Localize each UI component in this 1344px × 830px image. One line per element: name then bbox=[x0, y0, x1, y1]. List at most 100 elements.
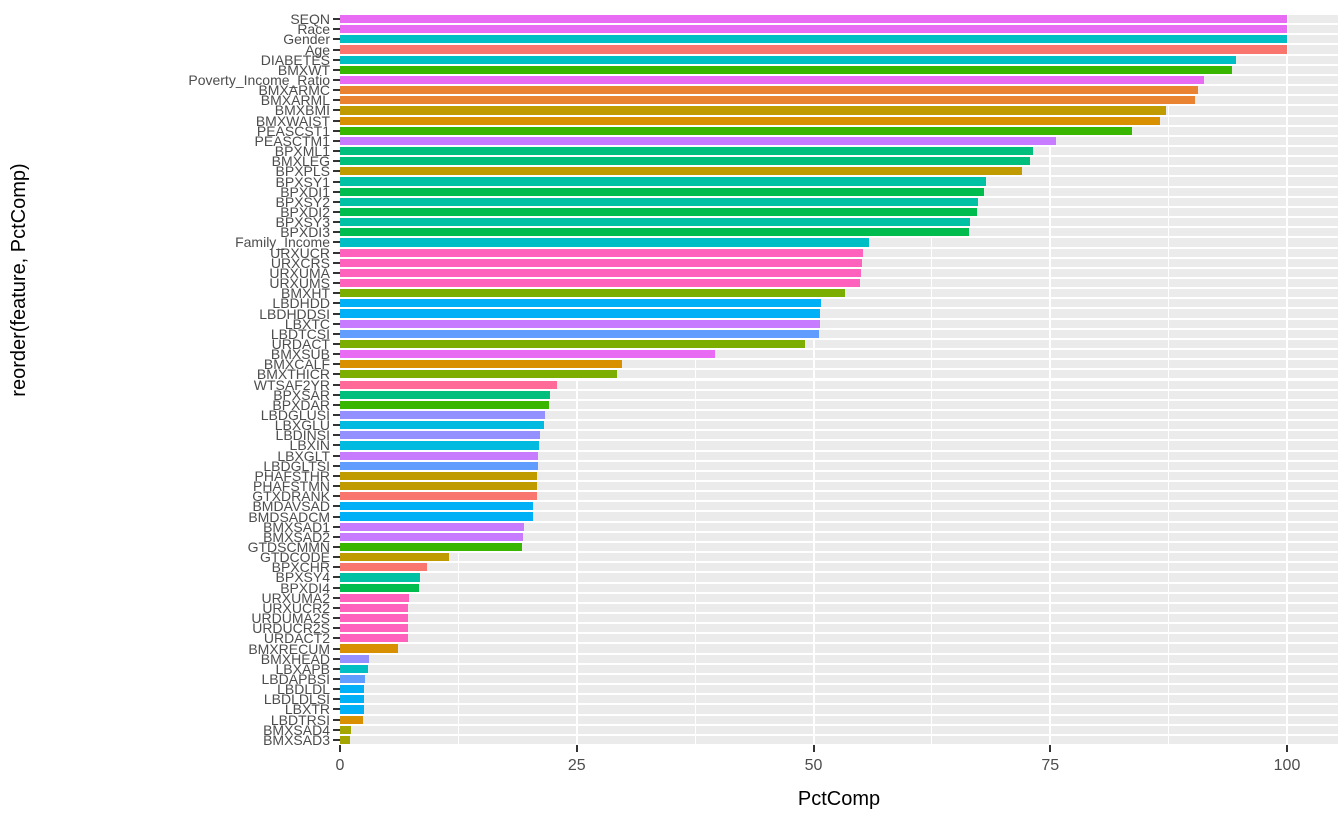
y-tick-mark bbox=[333, 403, 340, 406]
y-tick-label: BMXTHICR bbox=[256, 366, 330, 383]
x-tick-mark bbox=[1286, 745, 1288, 752]
y-tick-label: URXUMA bbox=[269, 264, 330, 281]
y-tick-mark bbox=[333, 160, 340, 163]
y-tick-mark bbox=[333, 322, 340, 325]
y-tick-mark bbox=[333, 241, 340, 244]
y-tick-label: URDUCR2S bbox=[252, 620, 330, 637]
panel-stripe bbox=[340, 573, 1338, 582]
y-tick-label: BPXDAR bbox=[272, 396, 330, 413]
y-tick-mark bbox=[333, 495, 340, 498]
y-tick-label: Gender bbox=[283, 31, 330, 48]
bar bbox=[340, 45, 1287, 54]
panel-stripe bbox=[340, 685, 1338, 694]
panel-stripe bbox=[340, 634, 1338, 643]
y-tick-label: BMXSAD2 bbox=[263, 528, 330, 545]
panel-stripe bbox=[340, 593, 1338, 602]
bar bbox=[340, 654, 370, 663]
y-tick-label: LBDGLTSI bbox=[263, 457, 330, 474]
bar bbox=[340, 86, 1198, 95]
y-tick-label: BMXARMC bbox=[258, 82, 330, 99]
x-tick-label: 25 bbox=[567, 757, 586, 774]
y-tick-mark bbox=[333, 576, 340, 579]
y-tick-mark bbox=[333, 586, 340, 589]
y-tick-mark bbox=[333, 109, 340, 112]
panel-stripe bbox=[340, 451, 1338, 460]
panel-stripe bbox=[340, 309, 1338, 318]
y-tick-mark bbox=[333, 434, 340, 437]
bar bbox=[340, 35, 1287, 44]
y-tick-label: URXUCR2 bbox=[262, 599, 330, 616]
y-tick-mark bbox=[333, 292, 340, 295]
y-tick-mark bbox=[333, 515, 340, 518]
y-tick-mark bbox=[333, 373, 340, 376]
y-tick-mark bbox=[333, 728, 340, 731]
y-tick-mark bbox=[333, 68, 340, 71]
y-tick-mark bbox=[333, 28, 340, 31]
y-tick-mark bbox=[333, 18, 340, 21]
y-tick-mark bbox=[333, 48, 340, 51]
y-tick-mark bbox=[333, 688, 340, 691]
y-tick-label: BPXPLS bbox=[275, 163, 330, 180]
y-tick-label: URDACT bbox=[271, 335, 330, 352]
y-tick-label: URXUCR bbox=[270, 244, 330, 261]
y-tick-mark bbox=[333, 393, 340, 396]
minor-gridline bbox=[931, 14, 933, 745]
bar bbox=[340, 207, 978, 217]
minor-gridline bbox=[457, 14, 459, 745]
y-tick-mark bbox=[333, 606, 340, 609]
bar bbox=[340, 309, 821, 318]
y-tick-mark bbox=[333, 170, 340, 173]
y-tick-label: PHAFSTMN bbox=[253, 478, 330, 495]
y-tick-label: Age bbox=[305, 41, 330, 58]
bar bbox=[340, 268, 861, 277]
panel-stripe bbox=[340, 441, 1338, 450]
bar bbox=[340, 400, 550, 409]
y-tick-mark bbox=[333, 535, 340, 538]
y-tick-label: LBDHDD bbox=[272, 295, 330, 312]
y-tick-label: URXUMA2 bbox=[261, 589, 330, 606]
y-tick-mark bbox=[333, 698, 340, 701]
bar bbox=[340, 25, 1287, 34]
y-tick-label: BPXDI2 bbox=[280, 203, 330, 220]
bar bbox=[340, 735, 351, 744]
y-tick-mark bbox=[333, 78, 340, 81]
bar bbox=[340, 15, 1287, 24]
bar bbox=[340, 482, 537, 491]
bar bbox=[340, 492, 537, 501]
x-tick-mark bbox=[339, 745, 341, 752]
panel-stripe bbox=[340, 471, 1338, 481]
bar bbox=[340, 705, 364, 714]
y-tick-mark bbox=[333, 38, 340, 41]
y-tick-label: BPXDI4 bbox=[280, 579, 330, 596]
panel-stripe bbox=[340, 715, 1338, 724]
bar bbox=[340, 126, 1132, 135]
y-tick-label: BPXSY4 bbox=[275, 569, 330, 586]
panel-stripe bbox=[340, 725, 1338, 734]
bar bbox=[340, 157, 1031, 166]
bar bbox=[340, 258, 862, 267]
bar bbox=[340, 299, 822, 308]
y-tick-label: GTXDRANK bbox=[252, 488, 330, 505]
y-tick-mark bbox=[333, 414, 340, 417]
y-tick-label: BMXSAD4 bbox=[263, 721, 330, 738]
panel-stripe bbox=[340, 654, 1338, 663]
y-tick-label: Poverty_Income_Ratio bbox=[188, 71, 330, 88]
bar bbox=[340, 644, 398, 653]
y-tick-label: BMXSAD3 bbox=[263, 731, 330, 748]
y-tick-mark bbox=[333, 464, 340, 467]
y-tick-mark bbox=[333, 150, 340, 153]
x-axis-title: PctComp bbox=[797, 788, 881, 810]
y-tick-mark bbox=[333, 383, 340, 386]
panel-stripe bbox=[340, 624, 1338, 633]
y-tick-label: Race bbox=[297, 21, 330, 38]
bar bbox=[340, 451, 538, 460]
y-tick-label: BMXWAIST bbox=[255, 112, 330, 129]
bar bbox=[340, 116, 1161, 125]
y-tick-mark bbox=[333, 332, 340, 335]
bar bbox=[340, 370, 618, 379]
y-tick-mark bbox=[333, 200, 340, 203]
y-tick-label: URDUMA2S bbox=[251, 610, 330, 627]
y-tick-label: LBDLDL bbox=[277, 681, 330, 698]
bar bbox=[340, 664, 369, 673]
y-tick-mark bbox=[333, 627, 340, 630]
